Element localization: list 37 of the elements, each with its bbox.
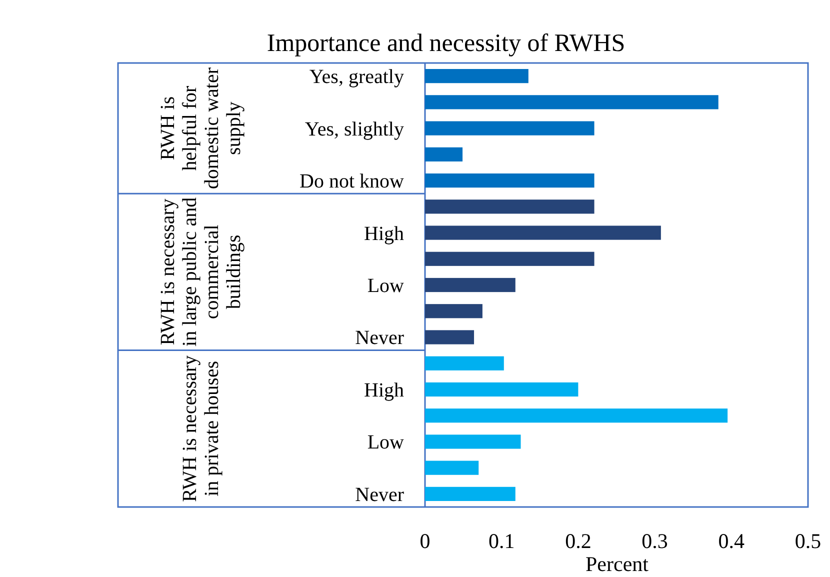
bar [425,434,521,449]
x-tick-label: 0.1 [488,529,515,553]
y-tick-label: High [364,379,404,402]
bar [425,330,474,344]
x-tick-label: 0.2 [565,529,592,553]
bar [425,486,516,501]
y-tick-label: Never [355,327,404,350]
bar [425,226,661,240]
bar [425,147,463,162]
bar [425,356,504,370]
x-tick-label: 0.5 [794,529,822,553]
text: RWH is necessary in private houses [179,355,223,502]
bar [425,408,728,423]
x-tick-label: 0.4 [718,529,746,553]
x-tick-label: 0.3 [642,529,668,553]
bar [425,95,718,110]
bar [425,382,578,397]
y-tick-label: Do not know [300,170,405,193]
bar [425,278,516,292]
bar [425,252,594,266]
y-tick-label: High [364,222,404,245]
x-tick-label: 0 [420,529,430,553]
bar [425,460,479,475]
bar [425,173,594,188]
bar [425,200,594,214]
text: RWH is necessary in large public and commercial buildings [157,197,245,346]
y-tick-label: Yes, slightly [304,118,404,140]
text: RWH is helpful for domestic water supply [157,67,245,190]
x-axis-title: Percent [586,552,649,576]
bar [425,69,528,84]
chart-title: Importance and necessity of RWHS [266,30,626,57]
bar [425,304,482,318]
y-tick-label: Low [367,432,405,454]
bar [425,121,594,136]
y-tick-label: Yes, greatly [309,66,404,88]
y-tick-label: Never [355,484,404,506]
y-tick-label: Low [367,275,405,297]
